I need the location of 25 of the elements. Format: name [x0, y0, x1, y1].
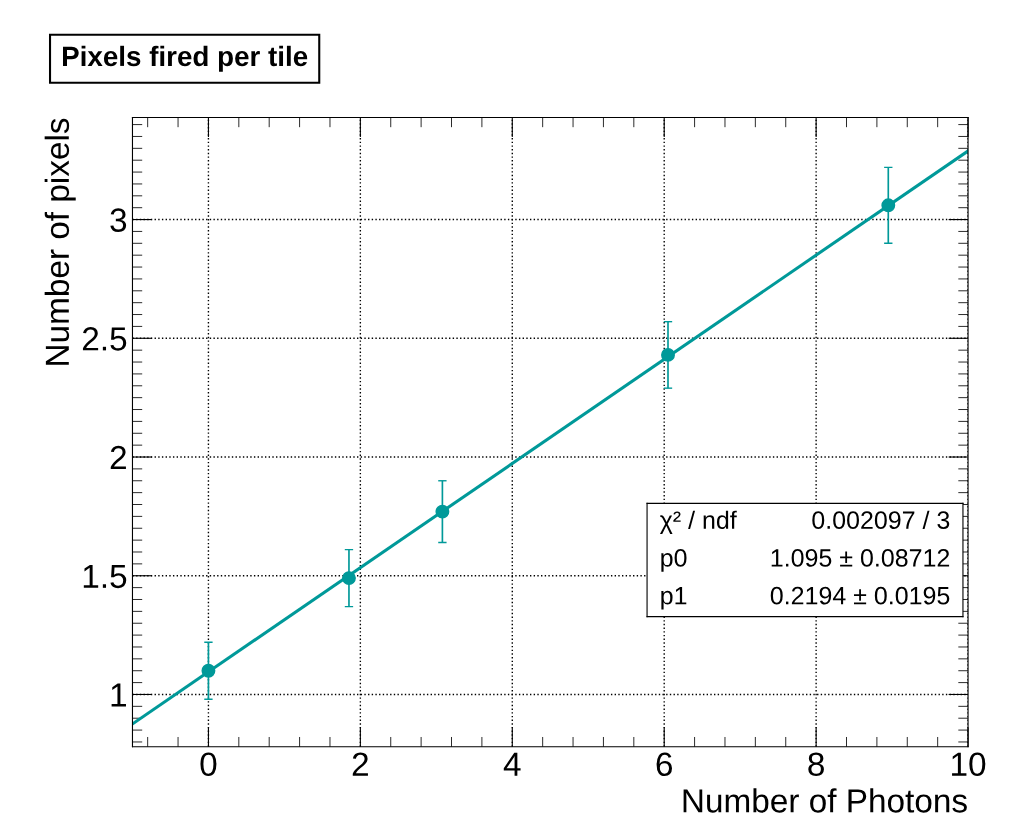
x-tick-label: 10 — [952, 752, 986, 777]
point — [201, 663, 216, 678]
x-tick-label: 0 — [200, 752, 217, 777]
y-tick-label: 3 — [110, 208, 127, 232]
point — [342, 571, 356, 586]
y-tick-label: 1.5 — [83, 564, 127, 589]
annotation: 1.095 ± 0.08712 — [771, 549, 950, 567]
annotation: p1 — [661, 587, 687, 610]
x-tick-label: 4 — [503, 752, 521, 776]
point — [881, 198, 896, 213]
point — [435, 504, 450, 519]
annotation: 0.002097 / 3 — [812, 510, 950, 529]
annotation: χ² / ndf — [659, 510, 737, 534]
chart-title: Pixels fired per tile — [63, 45, 308, 72]
y-axis-title: Number of pixels — [44, 118, 76, 365]
x-axis-title: Number of Photons — [683, 788, 967, 813]
point — [661, 347, 675, 362]
annotation: p0 — [661, 549, 687, 572]
y-tick-label: 2.5 — [82, 327, 127, 351]
x-tick-label: 2 — [352, 752, 368, 776]
x-tick-label: 6 — [656, 752, 673, 777]
y-tick-label: 1 — [111, 683, 126, 707]
y-tick-label: 2 — [110, 445, 126, 470]
annotation: 0.2194 ± 0.0195 — [770, 586, 950, 605]
x-tick-label: 8 — [808, 752, 824, 777]
